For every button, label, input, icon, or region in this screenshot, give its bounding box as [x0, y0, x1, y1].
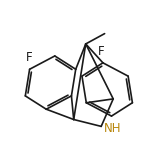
Text: F: F: [98, 45, 105, 58]
Text: NH: NH: [104, 122, 122, 135]
Text: F: F: [25, 51, 32, 64]
